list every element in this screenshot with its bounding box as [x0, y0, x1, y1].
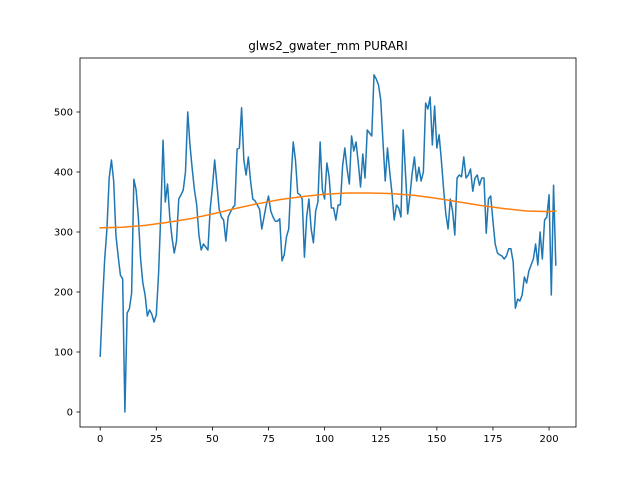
x-tick-label: 75 [262, 434, 275, 445]
x-tick-label: 125 [371, 434, 390, 445]
chart-title: glws2_gwater_mm PURARI [248, 39, 408, 53]
x-tick-label: 150 [427, 434, 446, 445]
y-tick-label: 0 [67, 408, 73, 419]
y-tick-label: 500 [54, 108, 73, 119]
y-tick-label: 100 [54, 348, 73, 359]
series-layer [99, 74, 557, 413]
y-tick-label: 200 [54, 288, 73, 299]
y-tick-label: 400 [54, 168, 73, 179]
axes-layer: 0 25 50 75 100 125 150 175 200 0 100 200 300 400 500 [54, 57, 577, 445]
series-line-1 [99, 74, 557, 413]
x-tick-label: 200 [540, 434, 559, 445]
x-tick-label: 25 [150, 434, 163, 445]
series-line-2 [99, 192, 557, 229]
x-tick-label: 175 [483, 434, 502, 445]
y-tick-label: 300 [54, 228, 73, 239]
x-tick-label: 100 [315, 434, 334, 445]
x-tick-label: 50 [206, 434, 219, 445]
plot-frame [79, 57, 577, 428]
x-tick-label: 0 [97, 434, 103, 445]
